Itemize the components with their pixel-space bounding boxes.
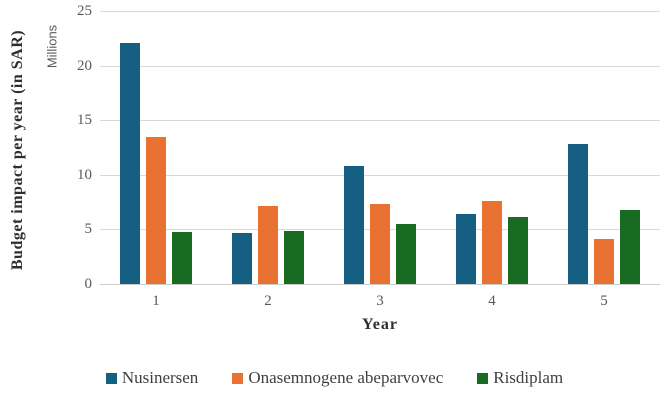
bar-risdiplam-year-4: [508, 217, 528, 284]
bar-nusinersen-year-2: [232, 232, 252, 284]
bar-risdiplam-year-3: [396, 223, 416, 284]
gridline-y-20: [100, 65, 660, 67]
bar-group-year-5: [568, 11, 640, 284]
bar-nusinersen-year-4: [456, 214, 476, 284]
bar-group-year-1: [120, 11, 192, 284]
legend-swatch-icon: [477, 372, 489, 384]
x-axis-title: Year: [362, 316, 398, 333]
bar-nusinersen-year-5: [568, 144, 588, 284]
x-tick-label-3: 3: [376, 293, 384, 309]
gridline-y-15: [100, 120, 660, 122]
gridline-y-25: [100, 11, 660, 12]
bar-onasemnogene-abeparvovec-year-5: [594, 239, 614, 284]
plot-area: [100, 11, 660, 285]
x-tick-label-4: 4: [488, 293, 496, 309]
x-axis-line: [100, 284, 660, 285]
legend-item-nusinersen: Nusinersen: [105, 368, 199, 388]
y-tick-label-5: 5: [84, 221, 93, 238]
bar-risdiplam-year-5: [620, 209, 640, 284]
x-tick-label-2: 2: [264, 293, 272, 309]
bar-onasemnogene-abeparvovec-year-3: [370, 204, 390, 284]
legend-item-risdiplam: Risdiplam: [477, 368, 563, 388]
bar-nusinersen-year-1: [120, 42, 140, 284]
legend-swatch-icon: [105, 372, 117, 384]
x-tick-label-1: 1: [152, 293, 160, 309]
x-tick-label-5: 5: [600, 293, 608, 309]
chart-legend: Nusinersen Onasemnogene abeparvovec Risdip…: [0, 368, 669, 388]
bar-group-year-3: [344, 11, 416, 284]
legend-label: Risdiplam: [493, 368, 564, 387]
y-tick-label-10: 10: [77, 166, 92, 183]
bar-group-year-2: [232, 11, 304, 284]
bar-risdiplam-year-2: [284, 230, 304, 284]
bar-onasemnogene-abeparvovec-year-4: [482, 201, 502, 284]
legend-label: Nusinersen: [121, 368, 199, 387]
bar-group-year-4: [456, 11, 528, 284]
legend-label: Onasemnogene abeparvovec: [248, 368, 444, 387]
legend-swatch-icon: [232, 372, 244, 384]
bar-risdiplam-year-1: [172, 231, 192, 284]
y-tick-label-15: 15: [77, 112, 92, 129]
legend-item-onasemnogene-abeparvovec: Onasemnogene abeparvovec: [232, 368, 443, 388]
y-tick-label-20: 20: [77, 57, 92, 74]
y-tick-label-25: 25: [77, 3, 92, 19]
y-axis-title: Budget impact per year (in SAR): [9, 29, 26, 271]
bar-nusinersen-year-3: [344, 166, 364, 284]
bar-onasemnogene-abeparvovec-year-2: [258, 206, 278, 284]
gridline-y-10: [100, 174, 660, 176]
bar-onasemnogene-abeparvovec-year-1: [146, 136, 166, 284]
y-tick-label-0: 0: [84, 276, 93, 292]
